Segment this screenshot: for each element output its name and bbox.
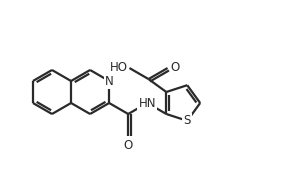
Text: HN: HN bbox=[139, 97, 156, 110]
Text: N: N bbox=[105, 75, 114, 88]
Text: O: O bbox=[171, 60, 180, 74]
Text: HO: HO bbox=[109, 60, 128, 74]
Text: O: O bbox=[124, 139, 133, 152]
Text: S: S bbox=[184, 114, 191, 127]
